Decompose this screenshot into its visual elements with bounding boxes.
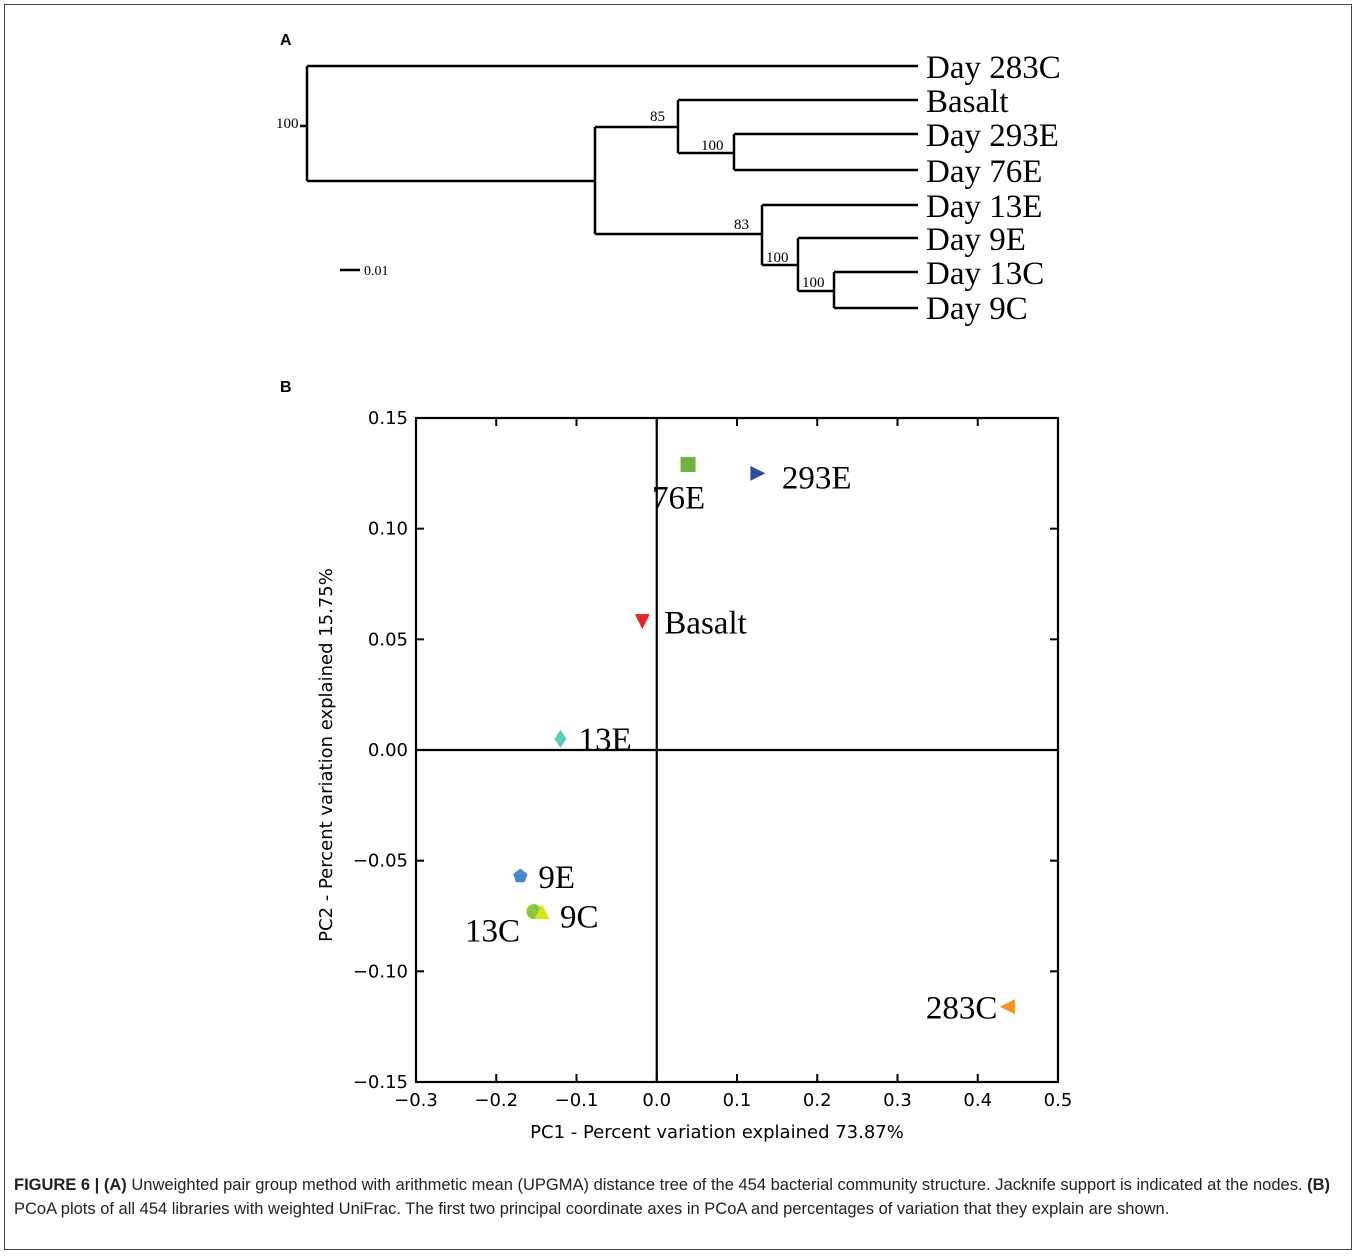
tree-leaf-label: Day 13C bbox=[926, 256, 1044, 292]
tree-leaf-label: Day 13E bbox=[926, 189, 1042, 225]
tree-leaf-label: Day 293E bbox=[926, 118, 1059, 154]
point-label: 13E bbox=[578, 722, 631, 758]
pcoa-plot: −0.3 −0.2 −0.1 0.0 0.1 0.2 0.3 0.4 0.5 −0.15 −0.10… bbox=[316, 408, 1072, 1143]
tree-leaf-label: Day 9C bbox=[926, 291, 1028, 327]
tree-leaf-label: Day 9E bbox=[926, 222, 1026, 258]
tree-leaf-label: Basalt bbox=[926, 84, 1008, 120]
tree-support-n3: 100 bbox=[701, 138, 724, 154]
point-label: Basalt bbox=[664, 606, 746, 642]
panel-b-letter: B bbox=[280, 379, 292, 396]
y-tick-label: −0.05 bbox=[353, 851, 408, 872]
tree-support-n5: 100 bbox=[766, 250, 789, 266]
point-label: 293E bbox=[782, 460, 852, 496]
x-tick-label: −0.2 bbox=[474, 1090, 518, 1111]
marker-triangle-down bbox=[634, 614, 650, 630]
y-tick-label: 0.15 bbox=[368, 408, 408, 429]
x-tick-label: 0.2 bbox=[803, 1090, 832, 1111]
dendrogram bbox=[300, 64, 918, 310]
point-label: 13C bbox=[465, 914, 520, 950]
y-tick-label: −0.15 bbox=[353, 1072, 408, 1093]
x-tick-label: 0.0 bbox=[642, 1090, 671, 1111]
caption-b-text: PCoA plots of all 454 libraries with wei… bbox=[14, 1200, 1170, 1218]
caption-figure-label: FIGURE 6 | bbox=[14, 1176, 104, 1194]
point-label: 9C bbox=[560, 900, 599, 936]
panel-a-letter: A bbox=[280, 32, 292, 49]
y-tick-label: 0.10 bbox=[368, 519, 408, 540]
x-tick-label: 0.5 bbox=[1044, 1090, 1073, 1111]
tree-support-n6: 100 bbox=[802, 275, 825, 291]
y-axis-title: PC2 - Percent variation explained 15.75% bbox=[316, 568, 337, 942]
x-tick-label: −0.3 bbox=[394, 1090, 438, 1111]
figure-caption: FIGURE 6 | (A) Unweighted pair group met… bbox=[14, 1173, 1342, 1221]
marker-triangle-up bbox=[534, 904, 550, 920]
point-label: 283C bbox=[926, 991, 998, 1027]
tree-leaf-label: Day 283C bbox=[926, 50, 1061, 86]
x-tick-label: 0.3 bbox=[883, 1090, 912, 1111]
y-tick-label: −0.10 bbox=[353, 961, 408, 982]
x-axis-title: PC1 - Percent variation explained 73.87% bbox=[530, 1122, 904, 1143]
caption-a-text: Unweighted pair group method with arithm… bbox=[126, 1176, 1308, 1194]
caption-b-label: (B) bbox=[1307, 1176, 1331, 1194]
tree-support-root: 100 bbox=[276, 116, 299, 132]
tree-leaf-label: Day 76E bbox=[926, 154, 1042, 190]
marker-square bbox=[680, 456, 696, 472]
tree-support-n2: 85 bbox=[650, 109, 665, 125]
x-tick-label: 0.4 bbox=[963, 1090, 992, 1111]
point-label: 76E bbox=[652, 480, 705, 516]
figure-svg: A 0.01 100 85 100 83 bbox=[276, 32, 1072, 1143]
tree-support-n4: 83 bbox=[734, 217, 749, 233]
marker-pentagon bbox=[513, 868, 528, 883]
y-tick-label: 0.05 bbox=[368, 629, 408, 650]
tree-scale-label: 0.01 bbox=[364, 264, 389, 279]
x-tick-label: −0.1 bbox=[555, 1090, 599, 1111]
marker-triangle-right bbox=[750, 465, 766, 481]
x-tick-label: 0.1 bbox=[723, 1090, 752, 1111]
point-label: 9E bbox=[538, 860, 575, 896]
marker-diamond bbox=[554, 729, 567, 748]
marker-triangle-left bbox=[999, 999, 1015, 1015]
caption-a-label: (A) bbox=[103, 1176, 127, 1194]
figure-frame bbox=[4, 4, 1352, 1250]
y-tick-label: 0.00 bbox=[368, 740, 408, 761]
